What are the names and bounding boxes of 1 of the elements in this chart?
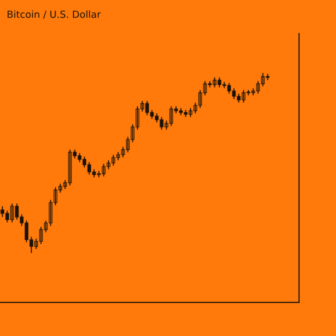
chart-title: Bitcoin / U.S. Dollar bbox=[8, 10, 101, 19]
